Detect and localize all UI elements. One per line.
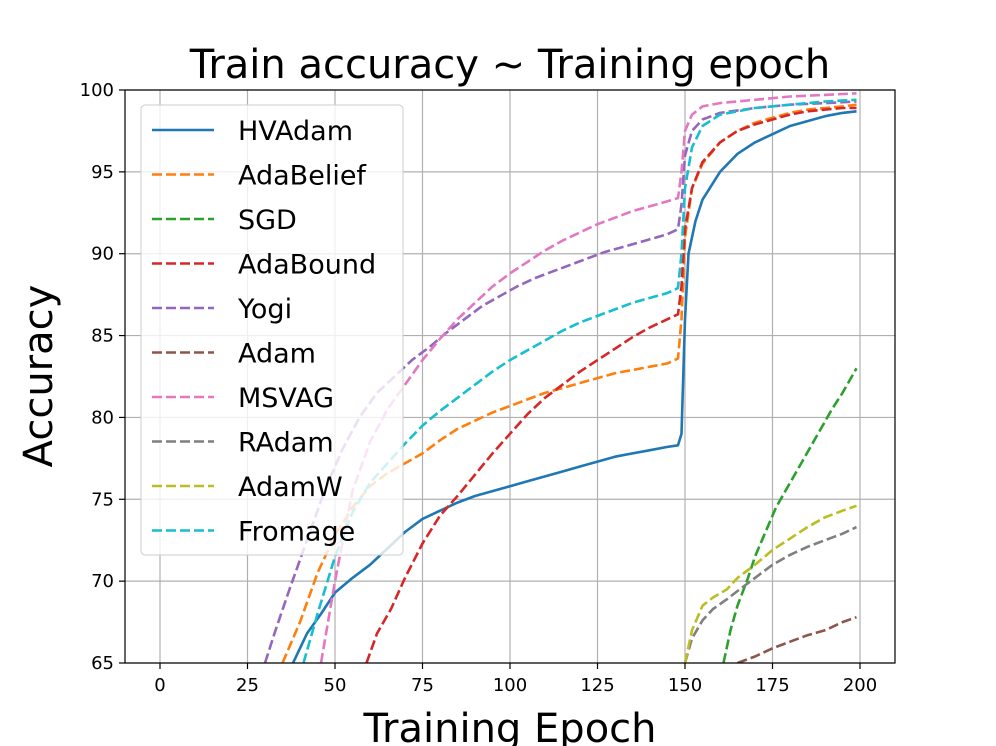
y-tick-label: 65 (91, 653, 114, 674)
x-tick-label: 175 (755, 675, 789, 696)
series-line-adamw (683, 504, 857, 663)
y-tick-label: 90 (91, 244, 114, 265)
legend-label-fromage: Fromage (238, 517, 355, 548)
y-tick-label: 95 (91, 162, 114, 183)
y-tick-label: 80 (91, 407, 114, 428)
legend-label-adam: Adam (238, 339, 316, 370)
x-tick-label: 25 (236, 675, 259, 696)
x-tick-label: 125 (580, 675, 614, 696)
series-line-adabound (365, 106, 857, 663)
legend-label-yogi: Yogi (237, 294, 292, 325)
x-tick-label: 0 (154, 675, 165, 696)
series-line-yogi (263, 100, 857, 663)
series-line-adabelief (281, 103, 857, 663)
y-tick-label: 70 (91, 571, 114, 592)
x-tick-label: 75 (411, 675, 434, 696)
x-tick-label: 100 (493, 675, 527, 696)
legend-label-msvag: MSVAG (238, 383, 334, 414)
legend-label-adamw: AdamW (238, 472, 343, 503)
legend-box (140, 104, 404, 556)
series-line-sgd (722, 367, 858, 663)
series-line-adam (737, 615, 857, 663)
series-line-fromage (302, 98, 857, 663)
legend-label-radam: RAdam (238, 428, 334, 459)
y-tick-label: 85 (91, 326, 114, 347)
legend: HVAdam AdaBelief SGD AdaBound Yogi Adam MSVAG R… (140, 104, 404, 556)
legend-label-adabound: AdaBound (238, 250, 376, 281)
x-axis-ticks: 0 25 50 75 100 125 150 175 200 (154, 663, 877, 696)
x-tick-label: 200 (843, 675, 877, 696)
y-tick-label: 75 (91, 489, 114, 510)
legend-label-sgd: SGD (238, 205, 297, 236)
series-line-radam (683, 525, 858, 663)
y-axis-label: Accuracy (16, 285, 62, 468)
series-lines (263, 92, 858, 663)
x-tick-label: 50 (324, 675, 347, 696)
legend-label-hvadam: HVAdam (238, 116, 353, 147)
legend-label-adabelief: AdaBelief (238, 161, 367, 192)
y-tick-label: 100 (80, 80, 114, 101)
x-axis-label: Training Epoch (362, 706, 656, 746)
y-axis-ticks: 65 70 75 80 85 90 95 100 (80, 80, 125, 674)
series-line-msvag (319, 92, 857, 663)
x-tick-label: 150 (668, 675, 702, 696)
chart-title: Train accuracy ~ Training epoch (189, 42, 830, 88)
